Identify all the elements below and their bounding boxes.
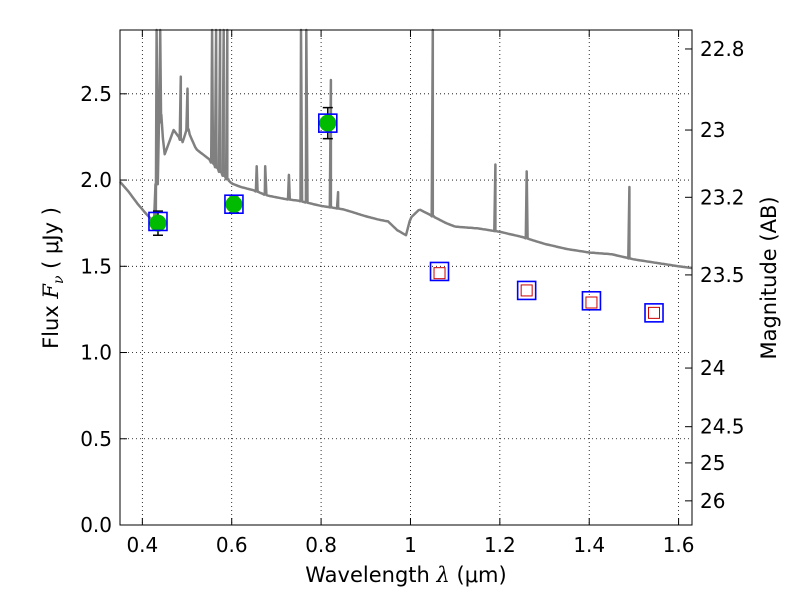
x-axis-ticks: 0.4 0.6 0.8 1 1.2 1.4 1.6 bbox=[126, 30, 695, 557]
x-tick-label: 0.8 bbox=[305, 533, 337, 557]
spectrum-line bbox=[119, 28, 693, 270]
x-tick-label: 1.4 bbox=[573, 533, 605, 557]
model_predicted-point bbox=[516, 280, 537, 301]
x-tick-label: 0.6 bbox=[216, 533, 248, 557]
observed-point bbox=[319, 114, 337, 132]
predicted_inner-point bbox=[585, 296, 598, 309]
y-tick-label: 0.5 bbox=[80, 427, 112, 451]
y-tick-label: 0.0 bbox=[80, 513, 112, 537]
predicted_inner-point bbox=[433, 267, 446, 280]
y-tick-label: 2.0 bbox=[80, 168, 112, 192]
model_predicted-point bbox=[581, 290, 602, 311]
y-tick-label: 2.5 bbox=[80, 82, 112, 106]
x-tick-label: 1.2 bbox=[484, 533, 516, 557]
y2-axis-label: Magnitude (AB) bbox=[757, 196, 781, 359]
y2-tick-label: 23.5 bbox=[700, 263, 745, 287]
template-spectrum bbox=[119, 28, 693, 270]
observed-point bbox=[149, 214, 167, 232]
grid bbox=[120, 30, 692, 526]
y-axis-ticks: 0.0 0.5 1.0 1.5 2.0 2.5 bbox=[80, 82, 127, 537]
x-tick-label: 1.6 bbox=[663, 533, 695, 557]
y-axis-label: Flux Fν ( μJy ) bbox=[39, 207, 67, 349]
model_observed-point bbox=[317, 113, 338, 133]
x-tick-label: 1 bbox=[404, 533, 417, 557]
y2-tick-label: 23 bbox=[700, 118, 725, 142]
model_observed-point bbox=[224, 194, 244, 214]
observed-point bbox=[225, 195, 243, 213]
y2-axis-ticks: 22.8 23 23.2 23.5 24 24.5 25 26 bbox=[685, 37, 745, 513]
y-tick-label: 1.0 bbox=[80, 341, 112, 365]
model_observed-point bbox=[148, 211, 168, 232]
y2-tick-label: 24 bbox=[700, 356, 725, 380]
x-axis-label: Wavelength λ (μm) bbox=[305, 563, 506, 587]
y2-tick-label: 23.2 bbox=[700, 185, 745, 209]
model_predicted-point bbox=[429, 261, 450, 282]
y-tick-label: 1.5 bbox=[80, 254, 112, 278]
predicted_inner-point bbox=[520, 284, 533, 297]
model_predicted-point bbox=[644, 303, 664, 323]
y2-tick-label: 26 bbox=[700, 489, 725, 513]
y2-tick-label: 25 bbox=[700, 451, 725, 475]
predicted_inner-point bbox=[648, 306, 661, 319]
y2-tick-label: 22.8 bbox=[700, 37, 745, 61]
y2-tick-label: 24.5 bbox=[700, 415, 745, 439]
data-points bbox=[148, 106, 664, 323]
x-tick-label: 0.4 bbox=[126, 533, 158, 557]
plot-frame bbox=[119, 29, 693, 526]
